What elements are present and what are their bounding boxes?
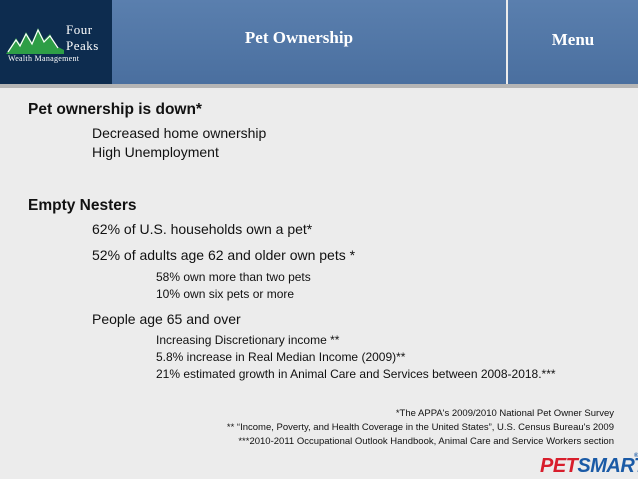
- sub-list-item: Increasing Discretionary income **: [156, 333, 340, 347]
- list-item: 52% of adults age 62 and older own pets …: [92, 247, 356, 263]
- logo[interactable]: [0, 0, 112, 84]
- list-item: High Unemployment: [92, 144, 219, 160]
- list-item: People age 65 and over: [92, 311, 241, 327]
- logo-text-wealth-management: Wealth Management: [8, 54, 80, 63]
- petsmart-logo-smart: SMART: [577, 455, 638, 477]
- header-bar: Four Peaks Wealth Management Pet Ownersh…: [0, 0, 638, 84]
- menu-button-label[interactable]: Menu: [551, 30, 595, 49]
- page-title: Pet Ownership: [244, 28, 354, 47]
- logo-text-four: Four: [66, 22, 93, 37]
- sub-list-item: 58% own more than two pets: [156, 270, 311, 284]
- petsmart-logo: PETSMART®: [540, 453, 638, 478]
- title-bar: [112, 0, 506, 84]
- list-item: Decreased home ownership: [92, 125, 267, 141]
- list-item: 62% of U.S. households own a pet*: [92, 221, 313, 237]
- footnote: ***2010-2011 Occupational Outlook Handbo…: [238, 436, 614, 447]
- footnote: *The APPA's 2009/2010 National Pet Owner…: [395, 408, 614, 419]
- section-heading-empty-nesters: Empty Nesters: [28, 197, 137, 214]
- petsmart-logo-pet: PET: [540, 455, 578, 477]
- logo-text-peaks: Peaks: [66, 38, 99, 53]
- sub-list-item: 21% estimated growth in Animal Care and …: [156, 367, 556, 381]
- section-heading-pet-ownership: Pet ownership is down*: [28, 101, 202, 118]
- mountain-peaks-icon: [6, 28, 64, 54]
- footnote: ** “Income, Poverty, and Health Coverage…: [226, 422, 614, 433]
- sub-list-item: 5.8% increase in Real Median Income (200…: [156, 350, 406, 364]
- sub-list-item: 10% own six pets or more: [156, 287, 295, 301]
- registered-mark: ®: [634, 453, 638, 459]
- header-divider: [0, 84, 638, 88]
- menu-button[interactable]: [506, 0, 638, 84]
